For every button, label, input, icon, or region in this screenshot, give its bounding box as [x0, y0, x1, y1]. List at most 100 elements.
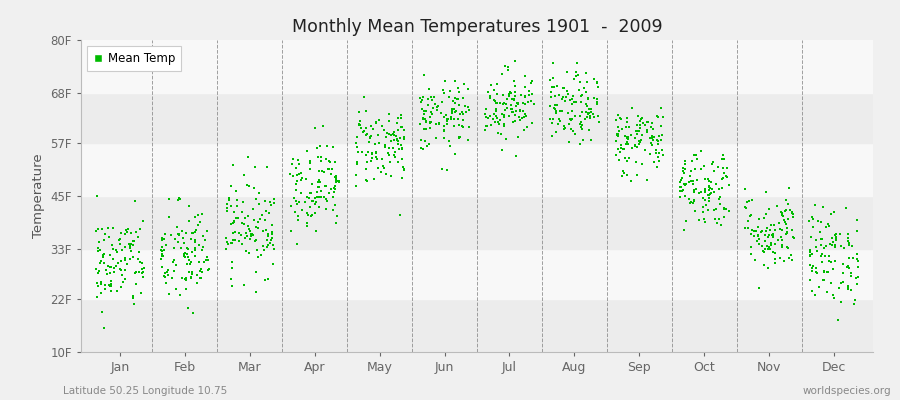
- Point: [803, 248, 817, 255]
- Point: [805, 268, 819, 274]
- Point: [805, 251, 819, 257]
- Point: [580, 110, 595, 117]
- Point: [441, 116, 455, 122]
- Point: [490, 100, 504, 107]
- Point: [446, 98, 461, 104]
- Point: [621, 136, 635, 142]
- Point: [707, 206, 722, 213]
- Point: [621, 134, 635, 140]
- Point: [224, 240, 238, 246]
- Point: [522, 88, 536, 94]
- Point: [328, 202, 342, 209]
- Point: [692, 190, 706, 196]
- Point: [770, 203, 784, 209]
- Point: [300, 148, 314, 154]
- Point: [702, 182, 716, 189]
- Point: [650, 112, 664, 119]
- Point: [682, 196, 697, 202]
- Point: [130, 255, 145, 262]
- Point: [184, 258, 198, 265]
- Point: [166, 257, 181, 264]
- Point: [173, 292, 187, 298]
- Point: [362, 139, 376, 145]
- Point: [359, 152, 374, 158]
- Point: [292, 161, 306, 168]
- Point: [310, 188, 324, 195]
- Point: [157, 246, 171, 253]
- Point: [114, 230, 129, 236]
- Point: [675, 188, 689, 194]
- Point: [842, 242, 857, 249]
- Point: [773, 254, 788, 261]
- Point: [653, 105, 668, 111]
- Point: [768, 227, 782, 233]
- Point: [828, 258, 842, 264]
- Point: [490, 115, 504, 121]
- Point: [804, 234, 818, 240]
- Point: [417, 110, 431, 117]
- Point: [397, 127, 411, 133]
- Point: [616, 146, 630, 152]
- Point: [617, 154, 632, 161]
- Point: [544, 120, 559, 126]
- Point: [439, 166, 454, 173]
- Point: [825, 242, 840, 248]
- Point: [225, 259, 239, 266]
- Point: [224, 183, 238, 189]
- Point: [777, 257, 791, 264]
- Point: [300, 210, 314, 216]
- Point: [747, 228, 761, 234]
- Point: [188, 214, 202, 220]
- Point: [103, 264, 117, 270]
- Point: [777, 217, 791, 224]
- Point: [173, 195, 187, 202]
- Point: [803, 252, 817, 259]
- Point: [313, 154, 328, 160]
- Point: [816, 245, 831, 252]
- Point: [641, 119, 655, 126]
- Point: [241, 183, 256, 190]
- Point: [355, 149, 369, 156]
- Point: [320, 166, 335, 172]
- Point: [118, 276, 132, 282]
- Point: [525, 91, 539, 98]
- Point: [689, 176, 704, 183]
- Point: [238, 229, 253, 236]
- Point: [752, 236, 766, 242]
- Point: [436, 90, 451, 96]
- Point: [841, 284, 855, 290]
- Point: [447, 123, 462, 130]
- Point: [171, 197, 185, 204]
- Point: [358, 166, 373, 173]
- Point: [704, 179, 718, 185]
- Point: [518, 73, 532, 80]
- Point: [444, 113, 458, 120]
- Point: [837, 244, 851, 251]
- Point: [201, 266, 215, 273]
- Point: [291, 213, 305, 220]
- Point: [234, 232, 248, 238]
- Point: [821, 220, 835, 227]
- Point: [305, 198, 320, 204]
- Point: [707, 168, 722, 174]
- Bar: [81, 94, 873, 142]
- Point: [508, 112, 522, 118]
- Point: [134, 260, 148, 266]
- Point: [289, 187, 303, 194]
- Point: [516, 100, 530, 106]
- Point: [757, 214, 771, 221]
- Point: [263, 240, 277, 246]
- Point: [508, 118, 522, 124]
- Point: [518, 110, 532, 117]
- Point: [513, 107, 527, 113]
- Point: [220, 207, 234, 214]
- Point: [445, 108, 459, 114]
- Point: [844, 270, 859, 276]
- Point: [110, 288, 124, 294]
- Point: [809, 270, 824, 276]
- Point: [417, 126, 431, 132]
- Point: [716, 156, 731, 162]
- Point: [824, 259, 838, 266]
- Point: [130, 228, 144, 235]
- Point: [850, 281, 864, 288]
